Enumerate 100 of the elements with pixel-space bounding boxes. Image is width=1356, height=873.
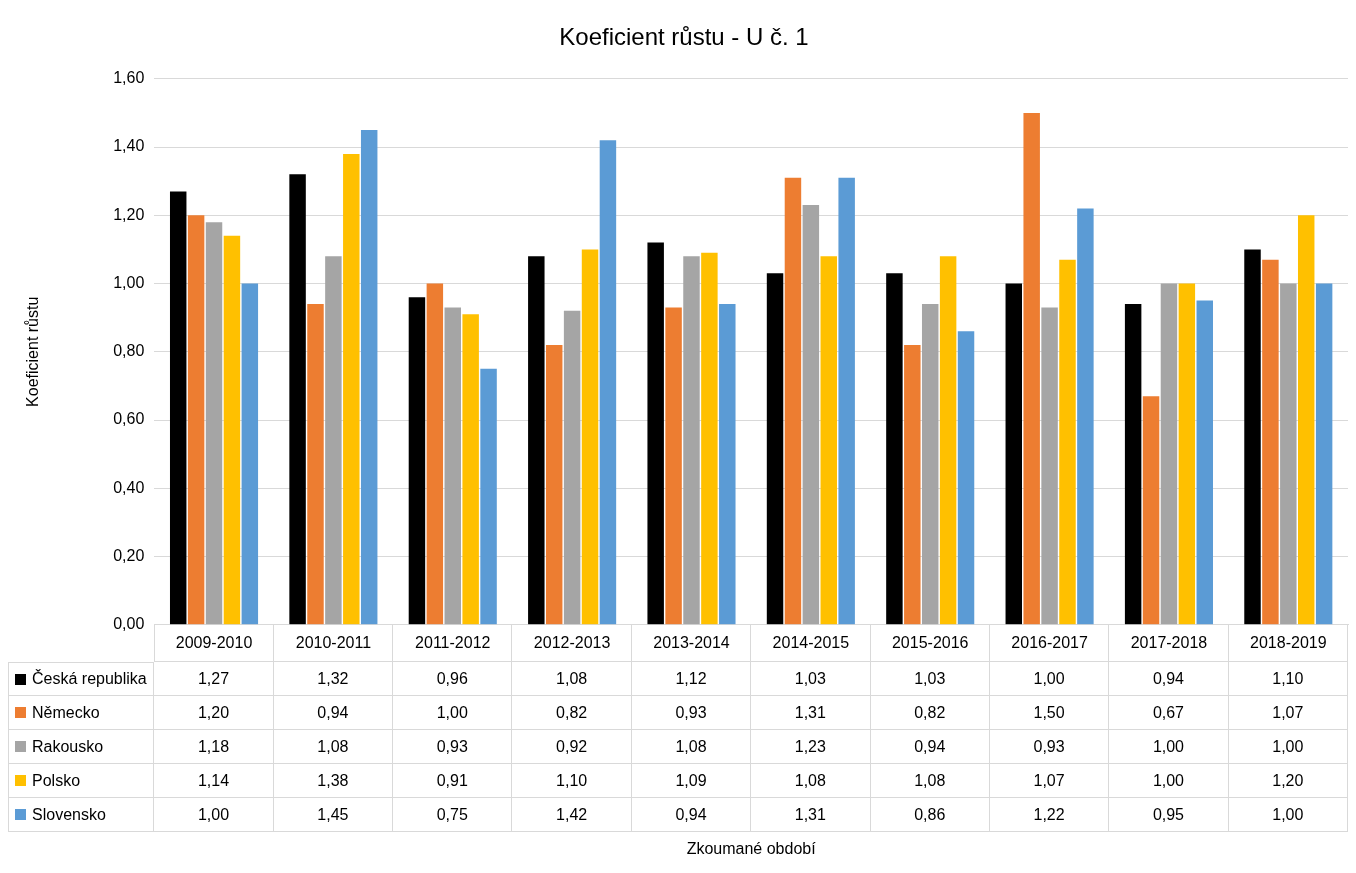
data-label: 0,93	[393, 730, 513, 764]
data-label: 1,08	[273, 730, 394, 764]
y-axis-title: Koeficient růstu	[24, 296, 42, 407]
y-tick-label: 1,20	[113, 205, 145, 223]
bar	[223, 235, 241, 625]
bar	[1262, 259, 1279, 625]
bar	[766, 273, 784, 625]
bar	[784, 177, 802, 625]
x-tick-label: 2016-2017	[1011, 633, 1088, 651]
y-tick-label: 0,20	[113, 546, 145, 564]
bar	[169, 191, 187, 625]
data-label: 1,03	[870, 662, 990, 696]
data-label: 1,20	[154, 696, 274, 730]
legend-label: Rakousko	[32, 737, 104, 756]
bar	[205, 222, 223, 625]
y-tick-label: 1,00	[113, 273, 145, 291]
bar	[1178, 283, 1196, 625]
bar	[1297, 215, 1315, 625]
bar	[904, 344, 921, 625]
data-label: 1,42	[512, 798, 632, 832]
data-label: 1,00	[1228, 730, 1348, 764]
bar	[1059, 259, 1076, 625]
bar	[802, 205, 820, 625]
data-label: 0,96	[393, 662, 513, 696]
bar	[408, 297, 426, 625]
data-label: 1,20	[1228, 764, 1348, 798]
data-label: 0,91	[393, 764, 513, 798]
bar	[957, 331, 975, 625]
data-label: 0,94	[870, 730, 990, 764]
bar	[480, 368, 497, 625]
bar	[462, 314, 479, 625]
data-label: 0,93	[989, 730, 1110, 764]
x-tick-label: 2012-2013	[533, 633, 611, 651]
data-label: 1,00	[1228, 798, 1348, 832]
data-label: 0,94	[631, 798, 752, 832]
bar	[599, 140, 617, 625]
data-label: 1,07	[989, 764, 1110, 798]
legend-label: Polsko	[32, 771, 81, 790]
data-label: 1,08	[870, 764, 990, 798]
bar	[1142, 396, 1160, 625]
data-label: 0,82	[870, 696, 990, 730]
data-label: 1,45	[273, 798, 394, 832]
data-label: 1,00	[1109, 764, 1229, 798]
bar	[838, 177, 855, 625]
bar	[1244, 249, 1261, 625]
bar	[921, 304, 939, 625]
data-label: 1,38	[273, 764, 394, 798]
x-tick-label: 2018-2019	[1250, 633, 1327, 651]
x-tick-label: 2014-2015	[772, 633, 850, 651]
y-tick-label: 1,40	[113, 137, 145, 155]
data-label: 0,94	[273, 696, 394, 730]
data-label: 1,08	[512, 662, 632, 696]
data-label: 0,67	[1109, 696, 1229, 730]
data-label: 1,18	[154, 730, 274, 764]
data-label: 1,10	[1228, 662, 1348, 696]
data-label: 1,22	[989, 798, 1110, 832]
x-tick-label: 2011-2012	[415, 633, 491, 651]
x-tick-label: 2017-2018	[1130, 633, 1208, 651]
bar	[1315, 283, 1333, 625]
data-label: 1,00	[989, 662, 1110, 696]
x-tick-label: 2013-2014	[653, 633, 730, 651]
bar	[528, 256, 545, 625]
y-tick-label: 1,60	[113, 69, 145, 87]
data-label: 0,94	[1109, 662, 1229, 696]
bar	[289, 174, 306, 625]
data-label: 1,08	[631, 730, 752, 764]
bar	[1196, 300, 1213, 625]
legend-label: Německo	[32, 703, 100, 722]
bar	[1023, 112, 1040, 625]
data-label: 1,32	[273, 662, 394, 696]
y-tick-label: 0,40	[113, 478, 145, 496]
data-label: 0,92	[512, 730, 632, 764]
bar	[426, 283, 444, 625]
data-label: 1,31	[751, 798, 871, 832]
bar	[647, 242, 664, 625]
data-label: 0,93	[631, 696, 752, 730]
chart-title: Koeficient růstu - U č. 1	[559, 23, 809, 51]
bar	[939, 256, 957, 625]
x-tick-label: 2009-2010	[175, 633, 253, 651]
data-label: 1,27	[154, 662, 274, 696]
bar	[1124, 304, 1142, 625]
text: Zkoumané období	[686, 840, 816, 858]
bar	[719, 304, 736, 625]
x-tick-label: 2010-2011	[295, 633, 372, 651]
bar	[1280, 283, 1297, 625]
bar	[683, 256, 700, 625]
data-label: 1,10	[512, 764, 632, 798]
bar	[325, 256, 342, 625]
bar	[563, 310, 581, 625]
data-label: 1,09	[631, 764, 752, 798]
data-label: 0,82	[512, 696, 632, 730]
data-label: 1,23	[751, 730, 871, 764]
legend-label: Česká republika	[32, 670, 147, 688]
y-tick-label: 0,00	[113, 615, 145, 633]
x-tick-label: 2015-2016	[891, 633, 969, 651]
bar	[820, 256, 837, 625]
data-label: 1,50	[989, 696, 1110, 730]
bar	[1041, 307, 1058, 625]
bar	[545, 344, 563, 625]
data-label: 1,00	[393, 696, 513, 730]
